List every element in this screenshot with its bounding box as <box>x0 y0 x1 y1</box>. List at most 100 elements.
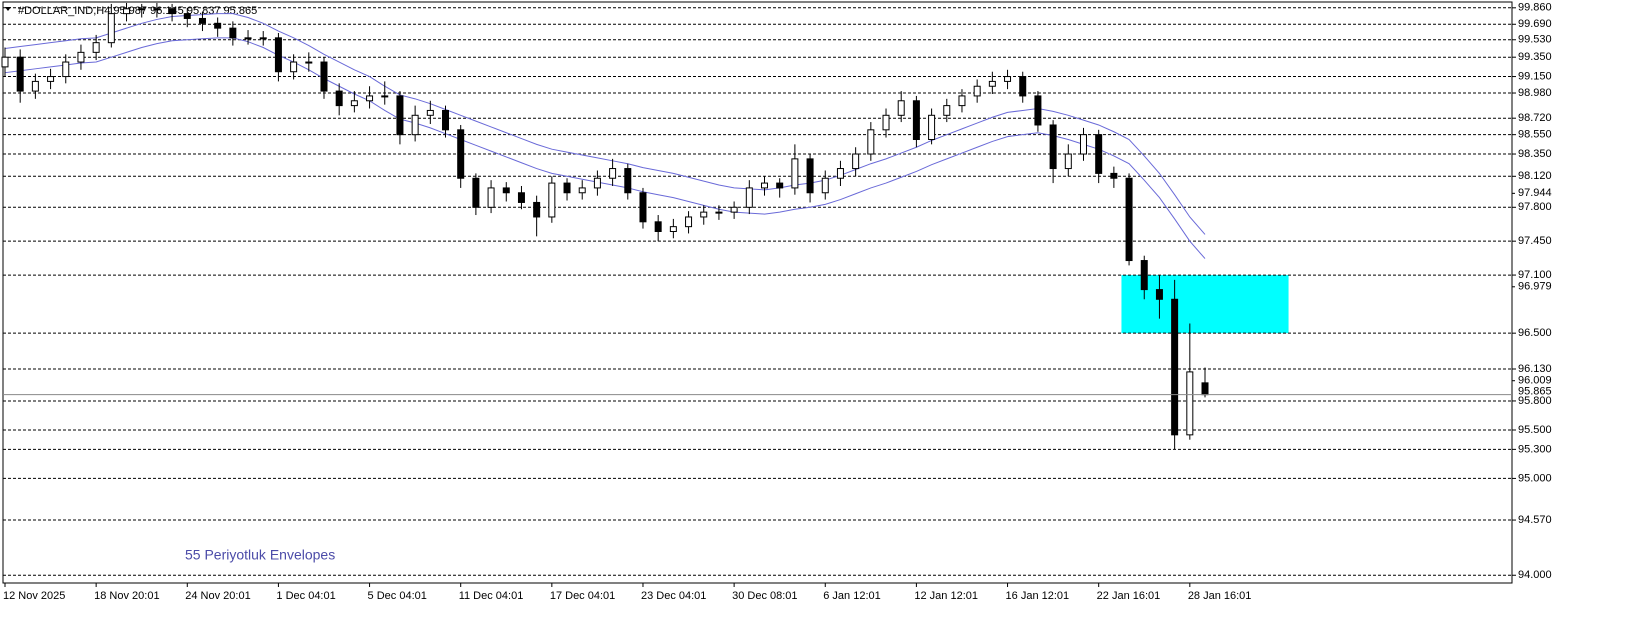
candle-body <box>244 37 252 40</box>
candle-body <box>578 187 586 194</box>
chart-header: #DOLLAR_IND,H4 95.987 96.145 95.837 95.8… <box>18 5 257 17</box>
y-label-bg <box>1517 147 1563 162</box>
candle-body <box>958 95 966 107</box>
y-tick-label: 99.690 <box>1518 18 1552 30</box>
candle-body <box>1049 124 1057 170</box>
candle-body <box>426 109 434 116</box>
candle-body <box>806 158 814 194</box>
x-tick-label: 24 Nov 20:01 <box>185 590 250 602</box>
envelope-line <box>4 13 1206 235</box>
candle-body <box>259 37 267 40</box>
candle-body <box>700 211 708 218</box>
symbol: #DOLLAR_IND,H4 <box>18 5 110 17</box>
candle-body <box>1095 134 1103 174</box>
y-scale-label: 96.979 <box>1518 281 1552 293</box>
candle-body <box>745 187 753 208</box>
candle-body <box>533 201 541 218</box>
x-tick-label: 1 Dec 04:01 <box>276 590 335 602</box>
candle-body <box>502 187 510 194</box>
x-tick-label: 28 Jan 16:01 <box>1188 590 1252 602</box>
y-label-bg <box>1517 423 1563 438</box>
y-label-bg <box>1517 0 1563 15</box>
candle-body <box>517 192 525 203</box>
candle-body <box>487 187 495 208</box>
y-tick-label: 97.450 <box>1518 235 1552 247</box>
candle-body <box>290 61 298 73</box>
candle-body <box>943 105 951 116</box>
candle-body <box>350 100 358 107</box>
candle-body <box>366 95 374 102</box>
candle-body <box>92 42 100 53</box>
candle-body <box>1004 76 1012 82</box>
candle-body <box>897 100 905 116</box>
y-label-bg <box>1517 568 1563 583</box>
envelope-line <box>4 37 1206 259</box>
x-tick-label: 23 Dec 04:01 <box>641 590 706 602</box>
y-scale-label: 97.944 <box>1518 187 1552 199</box>
y-tick-label: 98.550 <box>1518 129 1552 141</box>
candle-body <box>123 8 131 15</box>
y-label-bg <box>1517 200 1563 215</box>
candle-body <box>730 206 738 213</box>
candle-body <box>882 114 890 131</box>
y-tick-label: 95.000 <box>1518 472 1552 484</box>
candle-body <box>685 216 693 228</box>
candle-body <box>821 177 829 194</box>
x-tick-label: 12 Jan 12:01 <box>914 590 978 602</box>
candle-body <box>305 61 313 64</box>
candle-body <box>396 95 404 136</box>
y-tick-label: 96.130 <box>1518 363 1552 375</box>
candle-body <box>274 37 282 73</box>
candle-body <box>62 61 70 78</box>
candle-body <box>335 90 343 107</box>
candle-body <box>624 168 632 194</box>
y-tick-label: 99.860 <box>1518 2 1552 14</box>
candle-body <box>1186 371 1194 436</box>
candle-body <box>1201 382 1209 396</box>
y-label-bg <box>1517 127 1563 142</box>
x-tick-label: 16 Jan 12:01 <box>1006 590 1070 602</box>
y-label-bg <box>1517 442 1563 457</box>
candle-body <box>609 168 617 179</box>
candle-body <box>31 80 39 92</box>
candle-body <box>669 226 677 232</box>
candle-body <box>472 177 480 208</box>
indicator-label: 55 Periyotluk Envelopes <box>185 547 335 563</box>
candle-body <box>1034 95 1042 126</box>
candle-body <box>928 114 936 141</box>
y-tick-label: 94.570 <box>1518 514 1552 526</box>
y-label-bg <box>1517 32 1563 47</box>
y-tick-label: 94.000 <box>1518 569 1552 581</box>
candle-body <box>168 8 176 15</box>
candle-body <box>320 61 328 92</box>
y-tick-label: 99.530 <box>1518 34 1552 46</box>
candle-body <box>47 76 55 82</box>
candle-body <box>1079 134 1087 155</box>
candle-body <box>1140 260 1148 291</box>
x-tick-label: 17 Dec 04:01 <box>550 590 615 602</box>
y-label-bg <box>1517 513 1563 528</box>
candle-body <box>973 85 981 97</box>
y-label-bg <box>1517 50 1563 65</box>
y-label-bg <box>1517 17 1563 32</box>
candle-body <box>107 13 115 44</box>
candle-body <box>1110 172 1118 179</box>
candle-body <box>1019 76 1027 97</box>
candle-body <box>214 22 222 29</box>
y-tick-label: 95.300 <box>1518 443 1552 455</box>
zone <box>1121 275 1289 334</box>
candle-body <box>442 109 450 131</box>
y-tick-label: 98.720 <box>1518 112 1552 124</box>
candle-body <box>791 158 799 189</box>
y-tick-label: 97.100 <box>1518 269 1552 281</box>
candle-body <box>563 182 571 194</box>
x-tick-label: 12 Nov 2025 <box>3 590 65 602</box>
candle-body <box>639 192 647 223</box>
plot-frame <box>2 1 1513 584</box>
y-tick-label: 98.120 <box>1518 170 1552 182</box>
y-label-bg <box>1517 268 1563 283</box>
candle-body <box>988 80 996 87</box>
y-label-bg <box>1517 69 1563 84</box>
y-tick-label: 97.800 <box>1518 201 1552 213</box>
